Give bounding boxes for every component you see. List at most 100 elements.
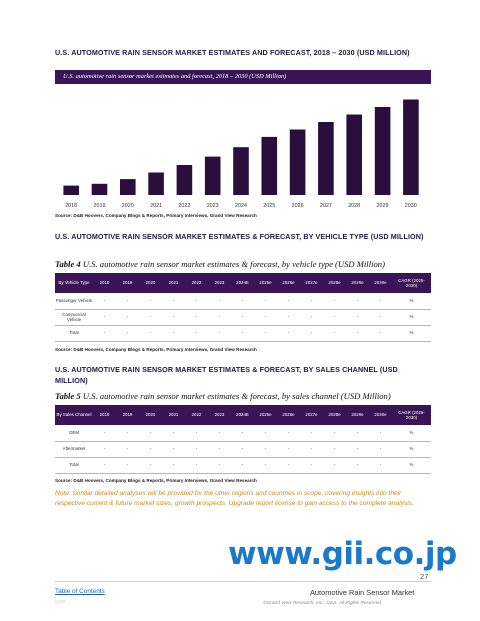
table4-row: Total - - - - - - - - - - - - -% [55, 325, 431, 342]
table5-cell: - [277, 441, 300, 458]
copyright: ©Grand View Research, Inc., USA. All Rig… [263, 601, 381, 606]
table5-column-header: 2025e [254, 405, 277, 425]
table5-row-label: OEM [55, 425, 93, 442]
x-tick-label: 2022 [178, 203, 190, 209]
table5-row: Total - - - - - - - - - - - - -% [55, 457, 431, 474]
table5-cell: - [300, 425, 323, 442]
bar-2021 [148, 172, 164, 195]
bar-2028 [346, 114, 362, 195]
table5-cell: - [346, 457, 369, 474]
table5-column-header: 2020 [139, 405, 162, 425]
table4-cell: - [323, 293, 346, 310]
table4-cagr-header: CAGR (2025-2030) [392, 273, 431, 293]
table-of-contents-link[interactable]: Table of Contents [55, 588, 105, 595]
table4-cell: - [369, 325, 392, 342]
table4-row-label: Passenger Vehicle [55, 293, 93, 310]
table5-column-header: 2029e [346, 405, 369, 425]
table4-column-header: 2025e [254, 273, 277, 293]
table5-cell: - [208, 457, 231, 474]
table4-header-first: By Vehicle Type [55, 273, 93, 293]
table4-label: Table 4 [55, 259, 81, 269]
section-heading-vehicle-type: U.S. AUTOMOTIVE RAIN SENSOR MARKET ESTIM… [55, 232, 424, 241]
section-heading-forecast: U.S. AUTOMOTIVE RAIN SENSOR MARKET ESTIM… [55, 48, 410, 57]
table5-caption-text: U.S. automotive rain sensor market estim… [82, 391, 391, 401]
bar-2023 [204, 156, 221, 195]
table-sales-channel: By Sales Channel 2018 2019 2020 2021 2022 2023… [55, 405, 431, 474]
table4-cagr-cell: % [392, 309, 431, 326]
table5-header-first: By Sales Channel [55, 405, 93, 425]
table5-row-label: Aftermarket [55, 441, 93, 458]
table5-row: OEM - - - - - - - - - - - - -% [55, 425, 431, 442]
table5-column-header: 2018 [93, 405, 116, 425]
table4-cell: - [300, 325, 323, 342]
table5-cell: - [139, 457, 162, 474]
table4-cell: - [185, 293, 208, 310]
bar-2030 [403, 99, 419, 195]
table5-row: Aftermarket - - - - - - - - - - - - -% [55, 441, 431, 458]
table4-column-header: 2022 [185, 273, 208, 293]
table4-cell: - [185, 309, 208, 326]
section-heading-sales-channel: U.S. AUTOMOTIVE RAIN SENSOR MARKET ESTIM… [55, 365, 398, 385]
table5-cell: - [162, 457, 185, 474]
report-title: Automotive Rain Sensor Market [310, 588, 415, 597]
table4-row: Passenger Vehicle - - - - - - - - - - - - -% [55, 293, 431, 310]
table5-cell: - [231, 457, 254, 474]
table5-cell: - [231, 441, 254, 458]
bar-2029 [374, 107, 391, 195]
x-tick-label: 2028 [348, 203, 360, 209]
table4-cell: - [323, 325, 346, 342]
x-tick-label: 2019 [94, 203, 106, 209]
table4-column-header: 2018 [93, 273, 116, 293]
table5-cagr-cell: % [392, 425, 431, 442]
table5-cell: - [185, 441, 208, 458]
table5-source: Source: D&B Hoovers, Company Blogs & Rep… [55, 478, 257, 483]
x-tick-label: 2026 [292, 203, 304, 209]
table4-cell: - [300, 293, 323, 310]
table5-cell: - [139, 441, 162, 458]
table5-column-header: 2026e [277, 405, 300, 425]
table5-column-header: 2022 [185, 405, 208, 425]
table4-cell: - [277, 325, 300, 342]
table4-cell: - [277, 309, 300, 326]
table4-column-header: 2023 [208, 273, 231, 293]
table5-cell: - [139, 425, 162, 442]
bar-2026 [289, 129, 306, 195]
x-tick-label: 2020 [122, 203, 134, 209]
table5-cell: - [323, 441, 346, 458]
table5-cell: - [208, 441, 231, 458]
bar-2027 [318, 122, 334, 195]
table5-cell: - [300, 441, 323, 458]
table4-cell: - [93, 309, 116, 326]
table5-column-header: 2019 [116, 405, 139, 425]
table4-cell: - [208, 309, 231, 326]
table4-cell: - [185, 325, 208, 342]
table4-caption-text: U.S. automotive rain sensor market estim… [82, 259, 385, 269]
bar-chart: 2018 2019 2020 2021 2022 2023 2024 2025 2026 2027… [63, 99, 419, 209]
table4-row-label: Total [55, 325, 93, 342]
table5-cell: - [162, 425, 185, 442]
table5-column-header: 2030e [369, 405, 392, 425]
table4-cell: - [346, 309, 369, 326]
table4-cell: - [254, 325, 277, 342]
x-tick-label: 2018 [65, 203, 77, 209]
table5-cell: - [93, 425, 116, 442]
table4-cell: - [323, 309, 346, 326]
table4-cell: - [162, 309, 185, 326]
table-vehicle-type: By Vehicle Type 2018 2019 2020 2021 2022 2023 2… [55, 273, 431, 342]
table5-cell: - [254, 441, 277, 458]
table4-column-header: 2029e [346, 273, 369, 293]
table5-cell: - [369, 441, 392, 458]
chart-source: Source: D&B Hoovers, Company Blogs & Rep… [55, 213, 257, 218]
page-number: 27 [420, 572, 429, 581]
bar-2024 [233, 147, 249, 195]
table4-column-header: 2021 [162, 273, 185, 293]
table5-cell: - [162, 441, 185, 458]
table4-cell: - [162, 325, 185, 342]
table4-cell: - [231, 293, 254, 310]
table5-column-header: 2021 [162, 405, 185, 425]
table5-cell: - [369, 457, 392, 474]
table4-cell: - [346, 293, 369, 310]
table5-column-header: 2028e [323, 405, 346, 425]
table4-cell: - [231, 309, 254, 326]
x-tick-label: 2024 [235, 203, 247, 209]
